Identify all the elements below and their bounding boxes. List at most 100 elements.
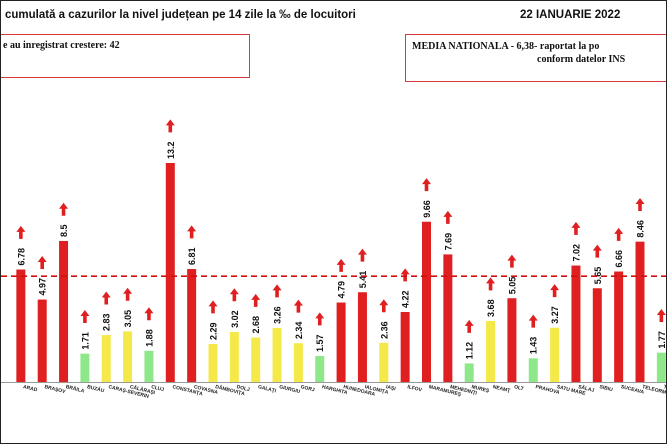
- value-label: 3.27: [550, 306, 560, 324]
- value-label: 2.68: [251, 316, 261, 334]
- bar: [464, 363, 474, 382]
- bar: [123, 331, 133, 382]
- bar: [656, 352, 666, 382]
- category-label: SUCEAVA: [620, 384, 645, 396]
- value-label: 1.57: [315, 334, 325, 352]
- bar: [443, 254, 453, 382]
- bar: [528, 358, 538, 382]
- bar: [251, 337, 261, 382]
- trend-up-arrow-icon: [550, 284, 560, 298]
- bar: [571, 265, 581, 382]
- trend-up-arrow-icon: [614, 227, 624, 241]
- category-label: ARAD: [22, 384, 38, 393]
- bar: [229, 331, 239, 382]
- national-average-source: conform datelor INS: [537, 54, 626, 65]
- trend-up-arrow-icon: [592, 244, 602, 258]
- bar: [315, 355, 325, 382]
- value-label: 7.02: [571, 244, 581, 262]
- trend-up-arrow-icon: [293, 299, 303, 313]
- value-label: 3.68: [486, 299, 496, 317]
- trend-up-arrow-icon: [635, 198, 645, 212]
- trend-up-arrow-icon: [123, 287, 133, 301]
- value-label: 2.36: [379, 321, 389, 339]
- value-label: 2.83: [102, 314, 112, 332]
- trend-up-arrow-icon: [379, 299, 389, 313]
- category-label: SIBIU: [599, 384, 614, 393]
- bar: [400, 311, 410, 382]
- category-label: NEAMŢ: [492, 384, 511, 394]
- value-label: 5.65: [593, 267, 603, 285]
- bar: [37, 299, 47, 382]
- value-label: 8.5: [59, 224, 69, 237]
- bar: [59, 240, 69, 382]
- value-label: 4.97: [38, 278, 48, 296]
- bar: [357, 292, 367, 382]
- trend-up-arrow-icon: [59, 202, 69, 216]
- trend-up-arrow-icon: [165, 119, 175, 133]
- bar: [507, 298, 517, 382]
- bar: [16, 269, 26, 382]
- trend-up-arrow-icon: [80, 310, 90, 324]
- increase-count-box: e au inregistrat crestere: 42: [1, 34, 250, 78]
- trend-up-arrow-icon: [571, 221, 581, 235]
- value-label: 1.88: [144, 329, 154, 347]
- trend-up-arrow-icon: [187, 225, 197, 239]
- national-average-box: MEDIA NATIONALA - 6,38- raportat la po c…: [405, 34, 666, 82]
- bar: [272, 327, 282, 382]
- trend-up-arrow-icon: [443, 210, 453, 224]
- report-date: 22 IANUARIE 2022: [520, 9, 621, 21]
- trend-up-arrow-icon: [507, 254, 517, 268]
- bar: [550, 327, 560, 382]
- value-label: 2.34: [294, 322, 304, 340]
- bar: [208, 344, 218, 382]
- trend-up-arrow-icon: [229, 288, 239, 302]
- bar: [80, 353, 90, 382]
- bar: [422, 221, 431, 382]
- category-label: BUZĂU: [86, 383, 105, 394]
- category-label: GALAŢI: [257, 384, 277, 394]
- trend-up-arrow-icon: [251, 293, 261, 307]
- value-label: 1.12: [465, 342, 475, 360]
- category-label: COVASNA: [193, 384, 219, 396]
- trend-up-arrow-icon: [422, 178, 431, 192]
- category-label: CLUJ: [150, 384, 164, 393]
- value-label: 1.43: [529, 337, 539, 355]
- trend-up-arrow-icon: [16, 225, 26, 239]
- value-label: 2.29: [209, 322, 219, 340]
- value-label: 8.46: [636, 220, 646, 238]
- chart-title: cumulată a cazurilor la nivel județean p…: [5, 9, 356, 21]
- bar: [293, 343, 303, 382]
- category-label: GORJ: [300, 384, 315, 393]
- category-label: IAŞI: [385, 384, 396, 392]
- value-label: 3.26: [273, 306, 283, 324]
- category-label: PRAHOVA: [535, 384, 561, 396]
- value-label: 5.41: [358, 271, 368, 289]
- value-label: 1.77: [657, 331, 667, 349]
- value-label: 7.69: [443, 233, 453, 251]
- category-label: BRAŞOV: [44, 384, 67, 395]
- trend-up-arrow-icon: [144, 307, 154, 321]
- trend-up-arrow-icon: [357, 248, 367, 262]
- trend-up-arrow-icon: [656, 309, 666, 323]
- value-label: 1.71: [80, 332, 90, 350]
- value-label: 9.66: [422, 200, 432, 218]
- trend-up-arrow-icon: [400, 268, 410, 282]
- value-label: 4.22: [401, 290, 411, 308]
- value-label: 6.81: [187, 247, 197, 265]
- trend-up-arrow-icon: [464, 319, 474, 333]
- category-label: ILFOV: [407, 384, 423, 394]
- value-label: 3.05: [123, 310, 133, 328]
- trend-up-arrow-icon: [336, 258, 346, 272]
- bar: [144, 350, 154, 382]
- category-label: IALOMIŢA: [364, 384, 389, 396]
- value-label: 6.78: [16, 248, 26, 266]
- category-label: TIMIŞ: [663, 384, 667, 393]
- bar: [486, 320, 496, 382]
- bar: [592, 288, 602, 382]
- category-label: SĂLAJ: [577, 383, 595, 394]
- category-label: MUREŞ: [471, 384, 491, 394]
- trend-up-arrow-icon: [315, 312, 325, 326]
- trend-up-arrow-icon: [486, 277, 496, 291]
